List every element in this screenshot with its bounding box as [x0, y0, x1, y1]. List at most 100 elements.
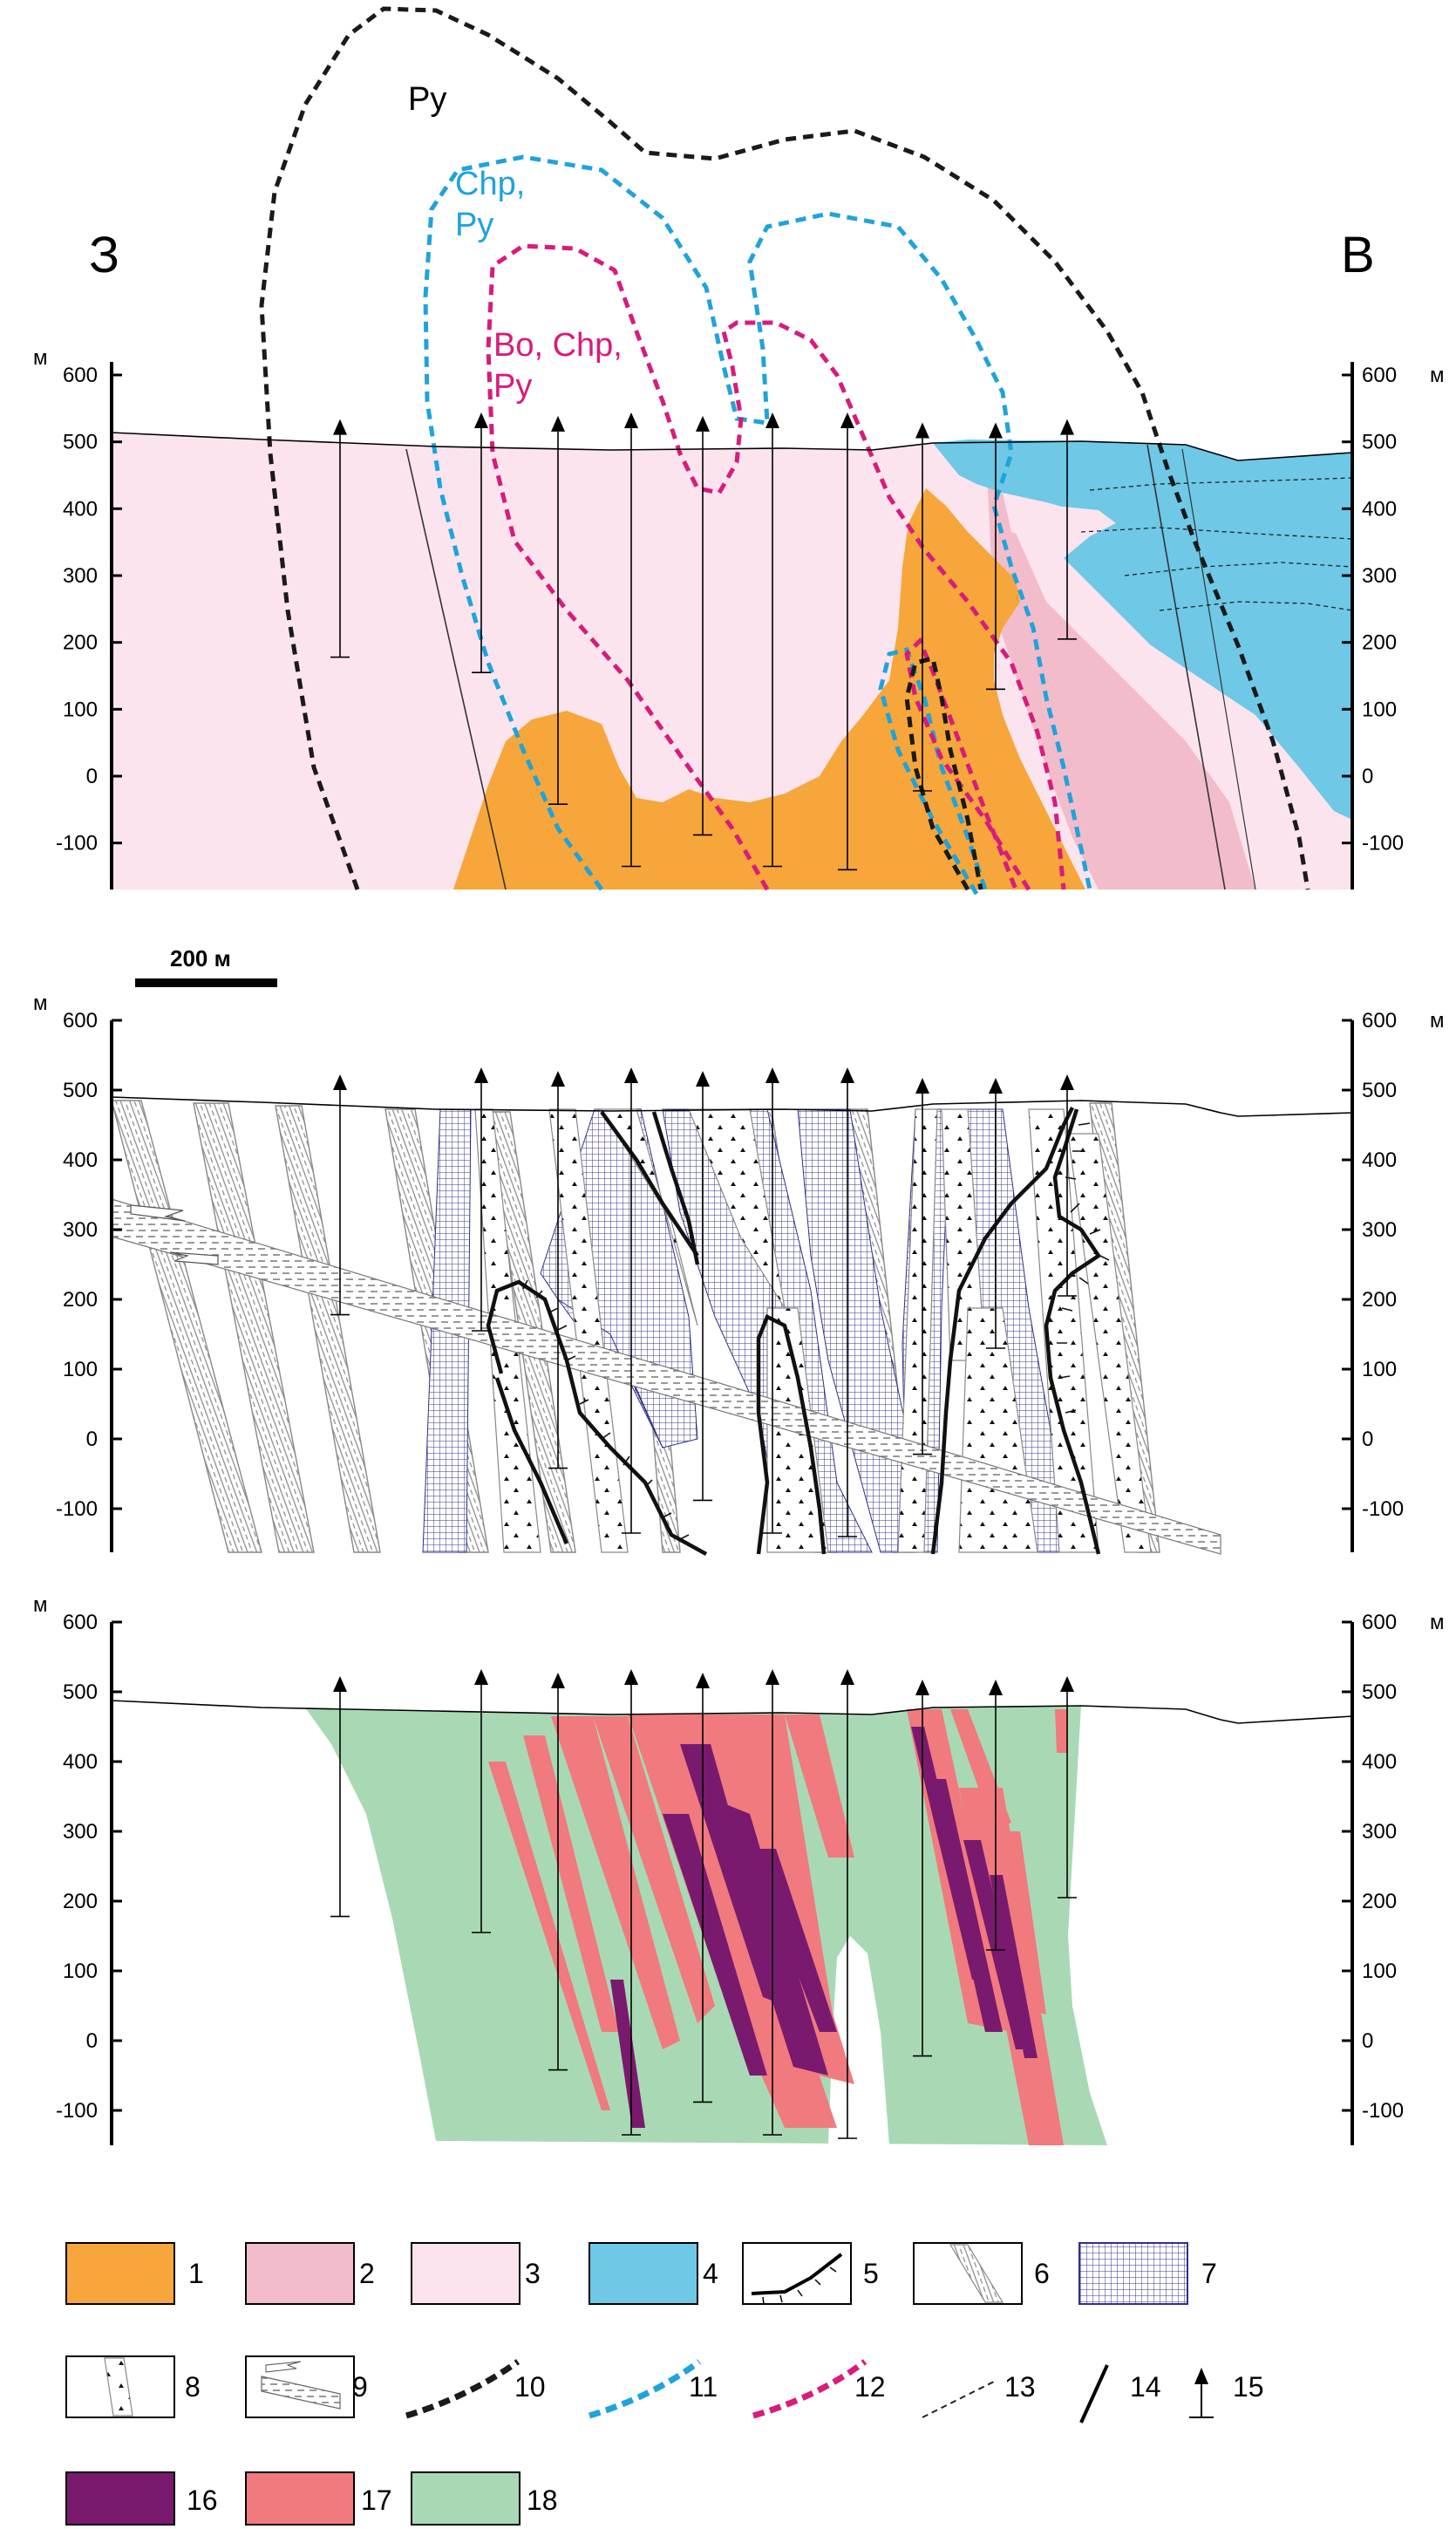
y-tick-label-right: 300 [1362, 1218, 1397, 1242]
surface-profile [111, 432, 1353, 461]
panel-2-y-axis-ticks: 600 600 500 500 400 400 300 300 200 200 100 100 0 0 -1… [33, 992, 1445, 1521]
drillhole-collar-marker [1060, 419, 1074, 435]
y-tick-label-right: 400 [1362, 1149, 1397, 1172]
chp-contour-inner [878, 647, 988, 896]
drillhole-collar-marker [989, 1680, 1003, 1695]
y-tick-label-right: 500 [1362, 431, 1397, 454]
fault-line-right [1146, 444, 1226, 890]
unit-1-orange-area [453, 488, 1085, 890]
y-tick-label-right: 600 [1362, 364, 1397, 387]
svg-text:7: 7 [1201, 2258, 1217, 2289]
panel-2-drillholes [330, 1067, 1077, 1537]
drillhole-collar-marker [474, 412, 488, 428]
y-tick-label-left: 500 [63, 431, 98, 454]
y-tick-label-left: 200 [63, 1890, 98, 1913]
chp-py-zone-label-line2: Py [455, 207, 493, 243]
y-tick-label-right: -100 [1362, 1497, 1404, 1521]
y-tick-label-right: 400 [1362, 497, 1397, 521]
panel-1-alteration-section: З В Py Chp, Py Bo, Chp, Py [33, 6, 1445, 896]
y-tick-label-left: 100 [63, 1960, 98, 1983]
y-tick-label-left: -100 [56, 832, 98, 855]
thin-dashed-contour [1080, 527, 1353, 540]
y-tick-label-right: 300 [1362, 564, 1397, 588]
y-tick-label-left: 500 [63, 1079, 98, 1102]
y-tick-label-left: -100 [56, 1497, 98, 1521]
legend-item-7: 7 [1078, 2242, 1217, 2305]
drillhole-collar-marker [551, 1673, 565, 1688]
svg-text:8: 8 [185, 2371, 201, 2403]
svg-text:14: 14 [1130, 2371, 1161, 2403]
drillhole-collar-marker [765, 1067, 779, 1083]
drillhole-collar-marker [840, 412, 854, 428]
svg-text:15: 15 [1233, 2371, 1264, 2403]
legend-item-11: 11 [589, 2359, 718, 2419]
y-tick-label-left: 300 [63, 1218, 98, 1242]
drillhole-collar-marker [551, 1071, 565, 1087]
y-tick-label-left: 600 [63, 364, 98, 387]
y-tick-label-left: 200 [63, 631, 98, 655]
svg-text:10: 10 [514, 2371, 546, 2403]
scale-bar: 200 м [135, 945, 277, 987]
drillhole-collar-marker [624, 412, 638, 428]
axis-unit-left: м [33, 1593, 48, 1617]
py-contour [259, 6, 1310, 890]
drillhole-collar-marker [474, 1669, 488, 1685]
y-tick-label-left: 100 [63, 1358, 98, 1381]
y-tick-label-left: 200 [63, 1288, 98, 1312]
y-tick-label-left: 300 [63, 564, 98, 588]
legend-item-4: 4 [589, 2242, 718, 2305]
y-tick-label-left: 400 [63, 497, 98, 521]
y-tick-label-left: 0 [86, 2029, 98, 2053]
fault-line-right-2 [1181, 448, 1256, 890]
y-tick-label-right: 300 [1362, 1820, 1397, 1844]
legend-item-15: 15 [1189, 2368, 1264, 2418]
drillhole-collar-marker [696, 415, 710, 432]
y-tick-label-right: 200 [1362, 631, 1397, 655]
west-label: З [89, 227, 119, 283]
y-tick-label-right: 500 [1362, 1680, 1397, 1704]
panel-3-y-axis-ticks: 600 600 500 500 400 400 300 300 200 200 100 100 0 0 -1… [33, 1593, 1445, 2123]
legend-item-1: 1 [65, 2242, 204, 2305]
svg-text:1: 1 [188, 2258, 204, 2289]
svg-text:13: 13 [1004, 2371, 1036, 2403]
y-tick-label-right: 600 [1362, 1611, 1397, 1634]
svg-text:5: 5 [863, 2258, 879, 2289]
legend-item-18: 18 [411, 2471, 558, 2526]
legend-item-5: 5 [742, 2242, 879, 2305]
panel-2-lithology-section: 600 600 500 500 400 400 300 300 200 200 100 100 0 0 -1… [33, 992, 1445, 1556]
drillhole-collar-marker [915, 1680, 929, 1695]
y-tick-label-left: -100 [56, 2099, 98, 2123]
panel-3-drillholes [330, 1669, 1077, 2139]
svg-text:4: 4 [703, 2258, 718, 2289]
legend-item-2: 2 [245, 2242, 375, 2305]
axis-unit-left: м [33, 346, 48, 370]
shear-arrow-lower [169, 1251, 219, 1265]
y-tick-label-right: 0 [1362, 1428, 1373, 1451]
legend-item-12: 12 [752, 2359, 886, 2419]
drillhole-collar-marker [333, 1074, 347, 1090]
green-area-gap [828, 1936, 889, 2145]
svg-text:16: 16 [187, 2485, 218, 2516]
scale-bar-label: 200 м [170, 945, 231, 971]
surface-profile [111, 1700, 1353, 1724]
unit-3-light-pink-area [112, 433, 1352, 890]
contact-hachures [522, 1122, 1110, 1540]
axis-unit-left: м [33, 992, 48, 1015]
y-tick-label-right: 200 [1362, 1890, 1397, 1913]
drillhole-collar-marker [1060, 1676, 1074, 1692]
y-tick-label-left: 400 [63, 1149, 98, 1172]
axis-unit-right: м [1430, 1611, 1445, 1634]
panel-3-mineralization-section: 600 600 500 500 400 400 300 300 200 200 100 100 0 0 -1… [33, 1593, 1445, 2145]
unit-2-pink-area [985, 440, 1255, 890]
drillhole-collar-marker [840, 1067, 854, 1083]
drillhole-collar-marker [624, 1067, 638, 1083]
thin-dashed-contour [1124, 562, 1353, 576]
py-contour-inner [904, 655, 983, 891]
bo-chp-py-zone-label-line1: Bo, Chp, [493, 327, 623, 364]
chp-contour [423, 154, 1092, 891]
legend-item-6: 6 [913, 2242, 1050, 2305]
y-tick-label-right: -100 [1362, 832, 1404, 855]
y-tick-label-right: 100 [1362, 698, 1397, 721]
drillhole-collar-marker [915, 422, 929, 439]
surface-profile [111, 1096, 1353, 1117]
